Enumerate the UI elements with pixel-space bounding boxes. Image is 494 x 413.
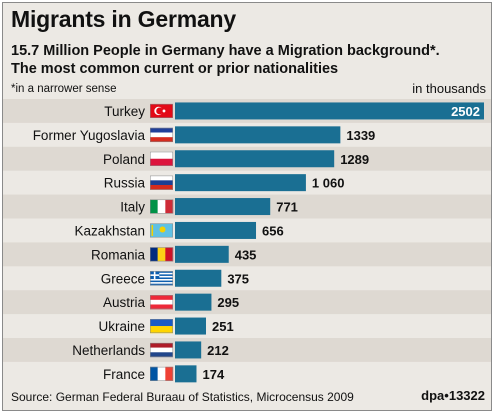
bar-chart: Turkey 2502 Former Yugoslavia 1339 Poland 128…	[3, 99, 491, 383]
poland-flag-icon	[150, 151, 173, 166]
chart-title: Migrants in Germany	[11, 6, 236, 32]
value-label: 251	[212, 319, 234, 334]
bar	[175, 317, 206, 335]
row-stripe	[3, 290, 491, 315]
category-label: Romania	[91, 247, 146, 262]
yugoslavia-flag-icon	[150, 127, 173, 143]
bar	[175, 150, 335, 168]
turkey-flag-icon	[150, 103, 173, 118]
value-label: 1339	[346, 128, 375, 143]
category-label: Netherlands	[72, 343, 145, 358]
category-label: Austria	[103, 295, 146, 310]
france-flag-icon	[150, 366, 174, 381]
credit-label: dpa•13322	[421, 388, 485, 403]
kazakhstan-flag-icon	[150, 223, 173, 238]
italy-flag-icon	[150, 199, 174, 214]
row-stripe	[3, 242, 491, 267]
row-stripe	[3, 338, 491, 362]
subtitle-line-2: The most common current or prior nationa…	[11, 61, 339, 77]
subtitle-line-1: 15.7 Million People in Germany have a Mi…	[11, 43, 440, 59]
greece-flag-icon	[150, 271, 173, 286]
category-label: Former Yugoslavia	[33, 128, 146, 143]
netherlands-flag-icon	[150, 342, 173, 358]
value-label: 375	[227, 271, 249, 286]
category-label: Ukraine	[98, 319, 145, 334]
austria-flag-icon	[150, 295, 173, 310]
chart-subtitle: 15.7 Million People in Germany have a Mi…	[11, 42, 487, 78]
bar	[175, 221, 257, 239]
category-label: France	[103, 367, 145, 382]
bar	[175, 102, 484, 120]
value-label: 771	[276, 200, 298, 215]
value-label: 1289	[340, 152, 369, 167]
value-label: 656	[262, 223, 284, 238]
value-label: 212	[207, 343, 229, 358]
bar	[175, 126, 341, 144]
value-label: 1 060	[312, 176, 345, 191]
russia-flag-icon	[150, 175, 173, 190]
value-label: 435	[235, 247, 257, 262]
category-label: Russia	[104, 176, 146, 191]
bar	[175, 269, 222, 287]
ukraine-flag-icon	[150, 319, 173, 334]
category-label: Poland	[103, 152, 145, 167]
footnote: *in a narrower sense	[11, 83, 117, 95]
category-label: Greece	[101, 271, 145, 286]
value-label: 295	[217, 295, 239, 310]
source-note: Source: German Federal Buraau of Statist…	[11, 390, 354, 404]
category-label: Kazakhstan	[74, 223, 145, 238]
romania-flag-icon	[150, 247, 174, 262]
bar	[175, 245, 229, 263]
unit-label: in thousands	[412, 81, 486, 96]
bar	[175, 341, 202, 359]
category-label: Turkey	[104, 104, 145, 119]
bar	[175, 198, 271, 216]
value-label: 2502	[451, 104, 480, 119]
value-label: 174	[202, 367, 224, 382]
bar	[175, 365, 197, 383]
bar	[175, 293, 212, 311]
bar	[175, 174, 306, 192]
category-label: Italy	[120, 200, 145, 215]
